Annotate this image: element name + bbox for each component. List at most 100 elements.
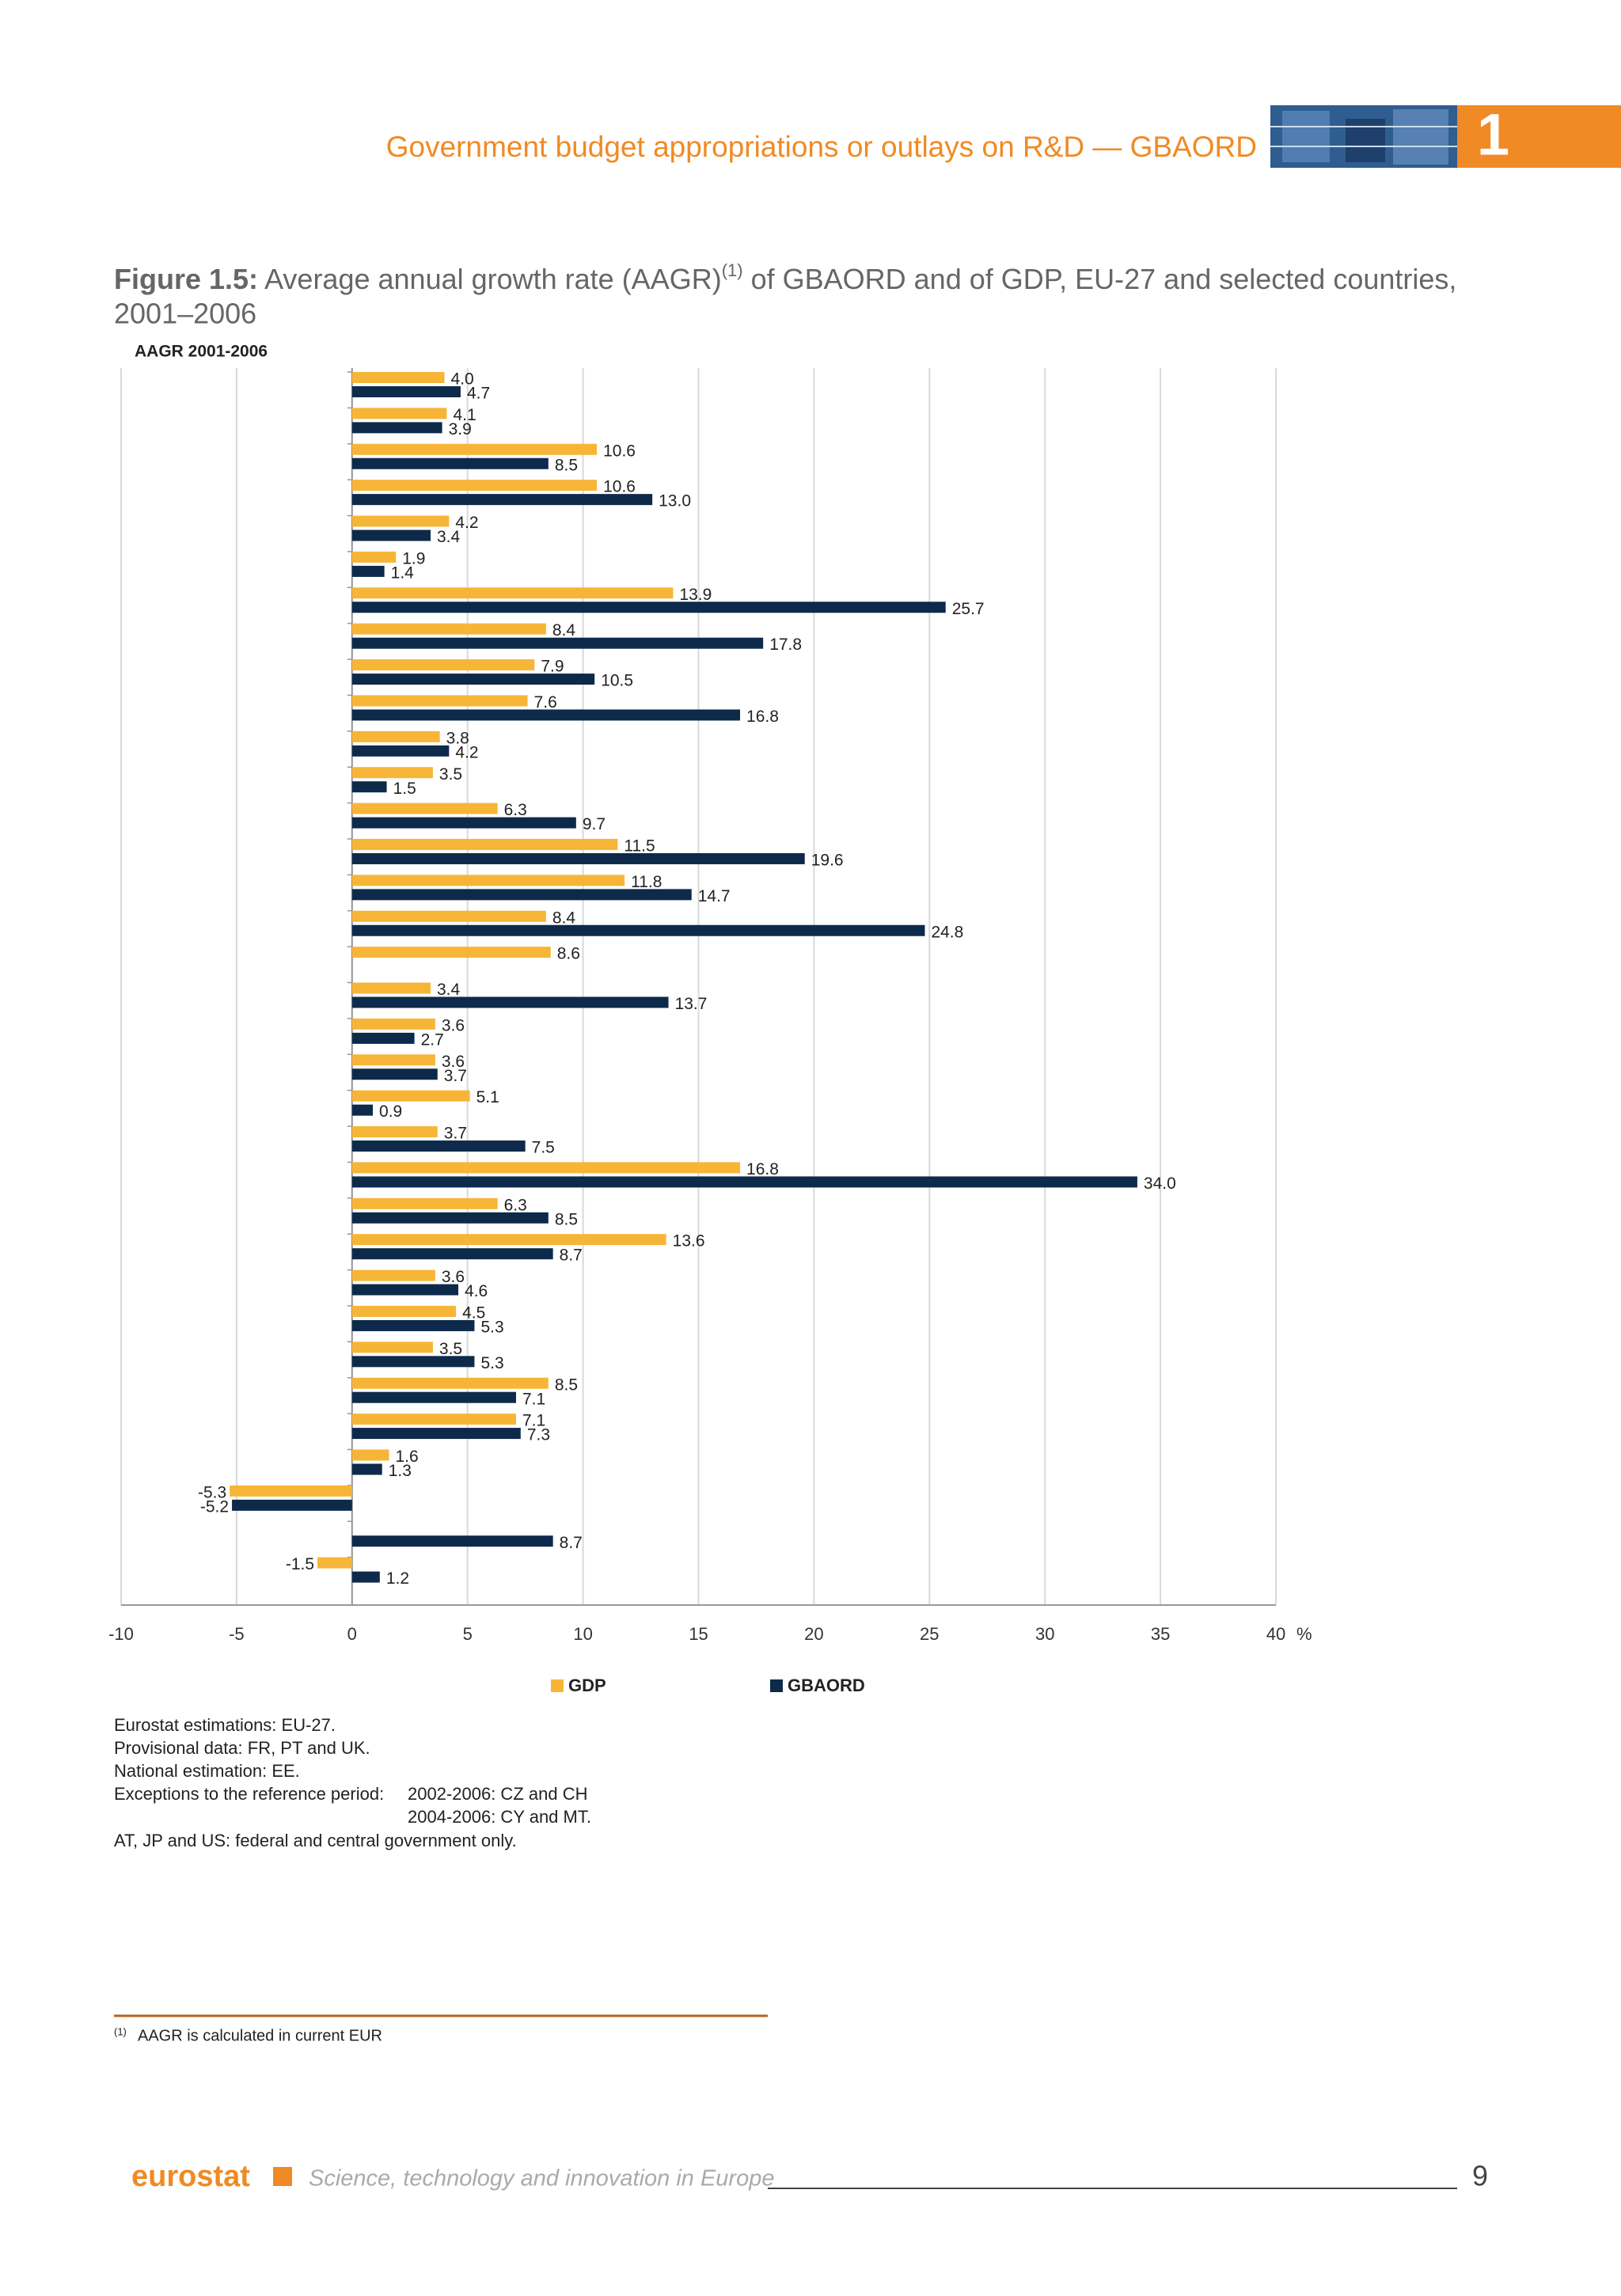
data-label: 7.5 bbox=[532, 1139, 555, 1157]
data-label: 13.7 bbox=[675, 995, 708, 1013]
bar bbox=[351, 745, 450, 757]
bar bbox=[232, 1499, 352, 1511]
legend-swatch bbox=[770, 1679, 783, 1692]
data-label: 1.9 bbox=[402, 549, 425, 567]
bar bbox=[351, 565, 385, 577]
bar bbox=[351, 1032, 415, 1044]
bar bbox=[230, 1485, 352, 1497]
bar bbox=[351, 695, 528, 707]
data-label: 3.8 bbox=[446, 729, 469, 747]
bar bbox=[317, 1557, 352, 1569]
note: Provisional data: FR, PT and UK. bbox=[114, 1738, 370, 1758]
bar bbox=[351, 515, 450, 527]
data-label: 7.1 bbox=[522, 1412, 545, 1430]
bar bbox=[351, 494, 653, 506]
data-label: 34.0 bbox=[1144, 1175, 1176, 1193]
data-label: 4.7 bbox=[467, 385, 490, 403]
data-label: 1.3 bbox=[389, 1462, 412, 1480]
data-label: 13.9 bbox=[679, 586, 712, 604]
bar bbox=[351, 1305, 457, 1317]
data-label: 8.7 bbox=[560, 1247, 583, 1265]
data-label: 10.6 bbox=[603, 478, 636, 496]
bar bbox=[351, 1248, 553, 1260]
bar bbox=[351, 443, 598, 455]
bar bbox=[351, 1140, 526, 1152]
bar bbox=[351, 1054, 435, 1066]
data-label: -5.2 bbox=[200, 1497, 229, 1516]
x-tick-label: 5 bbox=[463, 1624, 473, 1644]
data-label: 3.9 bbox=[449, 420, 472, 438]
bar bbox=[351, 1391, 516, 1403]
bar bbox=[351, 422, 442, 434]
data-label: -1.5 bbox=[286, 1555, 314, 1573]
x-tick-label: 35 bbox=[1151, 1624, 1170, 1644]
figure-label: Figure 1.5: bbox=[114, 263, 258, 295]
bar bbox=[351, 1197, 498, 1209]
footnote: AAGR is calculated in current EUR bbox=[138, 2027, 382, 2044]
bar bbox=[351, 924, 925, 936]
x-tick-label: 15 bbox=[689, 1624, 708, 1644]
chapter-number: 1 bbox=[1477, 102, 1509, 168]
data-label: 13.0 bbox=[659, 492, 691, 510]
bar bbox=[351, 587, 674, 599]
data-label: 4.6 bbox=[465, 1282, 488, 1300]
bar bbox=[351, 1535, 553, 1547]
legend-label: GBAORD bbox=[788, 1676, 865, 1695]
data-label: 6.3 bbox=[504, 801, 527, 819]
bar bbox=[351, 709, 741, 721]
data-label: 3.4 bbox=[437, 981, 461, 999]
figure-title-sup: (1) bbox=[722, 260, 743, 280]
x-tick-label: 25 bbox=[920, 1624, 939, 1644]
bar bbox=[351, 1428, 521, 1440]
data-label: 4.1 bbox=[453, 406, 476, 424]
bar bbox=[351, 1162, 741, 1174]
bar bbox=[351, 1377, 549, 1389]
data-label: 4.2 bbox=[455, 514, 478, 532]
data-label: 8.7 bbox=[560, 1534, 583, 1552]
bar bbox=[351, 1269, 435, 1281]
chapter-tab bbox=[1457, 105, 1621, 168]
bar bbox=[351, 674, 595, 685]
figure-title: Figure 1.5: Average annual growth rate (… bbox=[114, 253, 1456, 295]
x-tick-label: 0 bbox=[347, 1624, 357, 1644]
note: Eurostat estimations: EU-27. bbox=[114, 1715, 336, 1735]
bar bbox=[351, 982, 431, 994]
data-label: 11.5 bbox=[624, 837, 655, 856]
footer-square bbox=[273, 2167, 292, 2186]
bar bbox=[351, 947, 551, 958]
bar bbox=[351, 457, 549, 469]
data-label: 10.5 bbox=[601, 672, 633, 690]
bar bbox=[351, 1284, 459, 1296]
data-label: 8.5 bbox=[555, 1376, 578, 1394]
data-label: 11.8 bbox=[631, 873, 662, 891]
legend-label: GDP bbox=[568, 1676, 606, 1695]
figure-title-part: Average annual growth rate (AAGR) bbox=[264, 263, 722, 295]
bar bbox=[351, 1356, 475, 1368]
data-label: 5.1 bbox=[476, 1088, 499, 1106]
note: 2004-2006: CY and MT. bbox=[408, 1807, 591, 1827]
bar bbox=[351, 1414, 516, 1425]
data-label: 1.2 bbox=[386, 1569, 409, 1588]
note: 2002-2006: CZ and CH bbox=[408, 1784, 587, 1804]
data-label: 8.6 bbox=[557, 945, 580, 963]
data-label: 4.0 bbox=[451, 370, 474, 389]
data-label: 2.7 bbox=[421, 1030, 444, 1049]
bar bbox=[351, 1068, 438, 1080]
footer-publication: Science, technology and innovation in Eu… bbox=[309, 2166, 774, 2192]
data-label: 16.8 bbox=[746, 1160, 779, 1178]
axis-title: AAGR 2001-2006 bbox=[135, 343, 268, 361]
data-label: 14.7 bbox=[698, 887, 731, 905]
bar bbox=[351, 1234, 666, 1246]
data-label: 5.3 bbox=[480, 1318, 503, 1336]
legend-swatch bbox=[551, 1679, 564, 1692]
data-label: 24.8 bbox=[931, 923, 963, 941]
bar bbox=[351, 767, 433, 779]
data-label: 10.6 bbox=[603, 442, 636, 460]
bar bbox=[351, 1104, 374, 1116]
bar bbox=[351, 551, 397, 563]
x-tick-label: 20 bbox=[804, 1624, 823, 1644]
bar bbox=[351, 372, 445, 383]
data-label: 7.6 bbox=[534, 693, 557, 712]
bar bbox=[351, 386, 461, 397]
